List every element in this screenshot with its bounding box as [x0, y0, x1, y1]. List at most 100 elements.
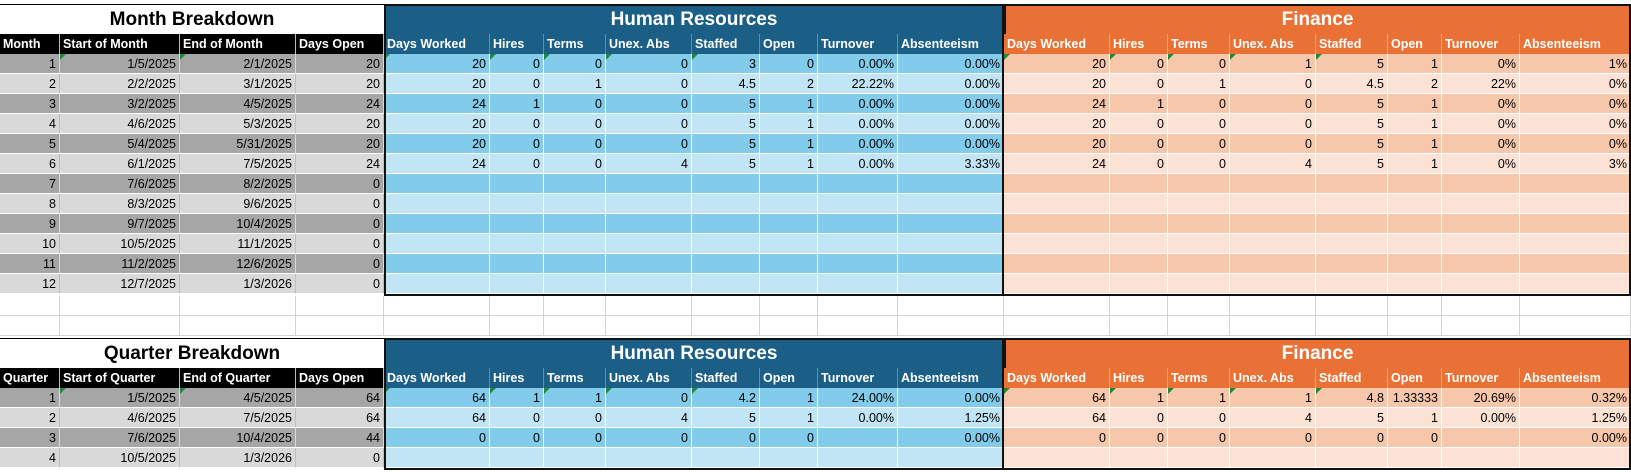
column-header[interactable]: Days Open	[296, 368, 384, 388]
hr-cell[interactable]: 1	[760, 154, 818, 174]
hr-cell[interactable]: 0	[606, 388, 692, 408]
hr-cell[interactable]: 2	[760, 74, 818, 94]
fin-cell[interactable]: 24	[1004, 94, 1110, 114]
fin-cell[interactable]: 0	[1110, 408, 1168, 428]
main-cell[interactable]: 24	[296, 94, 384, 114]
hr-cell[interactable]: 0	[606, 54, 692, 74]
main-cell[interactable]: 7/6/2025	[60, 174, 180, 194]
hr-cell[interactable]: 0.00%	[898, 94, 1004, 114]
fin-cell[interactable]	[1004, 254, 1110, 274]
fin-cell[interactable]	[1230, 214, 1316, 234]
fin-cell[interactable]	[1388, 234, 1442, 254]
hr-cell[interactable]	[606, 194, 692, 214]
fin-cell[interactable]	[1520, 448, 1631, 468]
main-cell[interactable]: 1	[0, 388, 60, 408]
hr-cell[interactable]: 5	[692, 134, 760, 154]
fin-cell[interactable]	[1442, 214, 1520, 234]
empty-cell[interactable]	[544, 316, 606, 336]
column-header[interactable]: Absenteeism	[898, 368, 1004, 388]
hr-cell[interactable]: 0	[606, 114, 692, 134]
empty-cell[interactable]	[1168, 316, 1230, 336]
empty-cell[interactable]	[1388, 296, 1442, 316]
hr-cell[interactable]: 0	[544, 94, 606, 114]
hr-cell[interactable]	[898, 214, 1004, 234]
empty-cell[interactable]	[1442, 296, 1520, 316]
empty-cell[interactable]	[384, 316, 490, 336]
hr-cell[interactable]: 1	[760, 94, 818, 114]
fin-cell[interactable]: 0	[1388, 428, 1442, 448]
hr-cell[interactable]: 0	[490, 54, 544, 74]
hr-cell[interactable]: 0	[490, 154, 544, 174]
fin-cell[interactable]	[1442, 274, 1520, 294]
fin-cell[interactable]	[1168, 214, 1230, 234]
fin-cell[interactable]: 0%	[1442, 154, 1520, 174]
hr-cell[interactable]: 1	[544, 388, 606, 408]
column-header[interactable]: Days Worked	[384, 368, 490, 388]
hr-cell[interactable]: 0	[490, 114, 544, 134]
column-header[interactable]: Days Worked	[1004, 368, 1110, 388]
column-header[interactable]: Turnover	[818, 368, 898, 388]
main-cell[interactable]: 20	[296, 114, 384, 134]
hr-cell[interactable]: 0	[490, 408, 544, 428]
column-header[interactable]: Terms	[1168, 34, 1230, 54]
hr-cell[interactable]	[490, 234, 544, 254]
hr-cell[interactable]	[490, 254, 544, 274]
fin-cell[interactable]	[1316, 274, 1388, 294]
fin-cell[interactable]	[1388, 448, 1442, 468]
column-header[interactable]: Terms	[1168, 368, 1230, 388]
empty-cell[interactable]	[1520, 296, 1631, 316]
main-cell[interactable]: 6	[0, 154, 60, 174]
main-cell[interactable]: 3	[0, 94, 60, 114]
fin-cell[interactable]: 0	[1110, 428, 1168, 448]
fin-cell[interactable]: 1	[1230, 388, 1316, 408]
fin-cell[interactable]: 0	[1230, 134, 1316, 154]
column-header[interactable]: Unex. Abs	[606, 368, 692, 388]
empty-cell[interactable]	[0, 296, 60, 316]
hr-cell[interactable]	[606, 254, 692, 274]
fin-cell[interactable]: 0	[1230, 94, 1316, 114]
main-cell[interactable]: 64	[296, 388, 384, 408]
main-cell[interactable]: 2	[0, 408, 60, 428]
main-cell[interactable]: 8/2/2025	[180, 174, 296, 194]
fin-cell[interactable]	[1388, 254, 1442, 274]
hr-cell[interactable]	[760, 254, 818, 274]
hr-cell[interactable]	[544, 274, 606, 294]
empty-cell[interactable]	[1110, 316, 1168, 336]
main-cell[interactable]: 0	[296, 254, 384, 274]
hr-cell[interactable]	[898, 174, 1004, 194]
main-cell[interactable]: 4/5/2025	[180, 94, 296, 114]
hr-cell[interactable]	[898, 234, 1004, 254]
hr-cell[interactable]: 0.00%	[818, 54, 898, 74]
main-cell[interactable]: 64	[296, 408, 384, 428]
fin-cell[interactable]	[1110, 174, 1168, 194]
empty-cell[interactable]	[1442, 316, 1520, 336]
empty-row[interactable]	[0, 296, 1631, 316]
hr-cell[interactable]: 5	[692, 154, 760, 174]
empty-cell[interactable]	[1004, 316, 1110, 336]
column-header[interactable]: Days Worked	[384, 34, 490, 54]
fin-cell[interactable]: 0	[1110, 114, 1168, 134]
fin-cell[interactable]: 0	[1168, 154, 1230, 174]
empty-cell[interactable]	[760, 296, 818, 316]
hr-cell[interactable]	[384, 254, 490, 274]
hr-cell[interactable]	[760, 174, 818, 194]
fin-cell[interactable]: 0%	[1520, 94, 1631, 114]
fin-cell[interactable]: 1.33333	[1388, 388, 1442, 408]
fin-cell[interactable]: 0%	[1442, 114, 1520, 134]
fin-cell[interactable]	[1316, 234, 1388, 254]
fin-cell[interactable]: 0	[1110, 74, 1168, 94]
hr-cell[interactable]	[606, 448, 692, 468]
fin-cell[interactable]: 1	[1168, 74, 1230, 94]
main-cell[interactable]: 5	[0, 134, 60, 154]
fin-cell[interactable]: 1.25%	[1520, 408, 1631, 428]
hr-cell[interactable]: 0	[760, 428, 818, 448]
fin-cell[interactable]	[1168, 274, 1230, 294]
fin-cell[interactable]: 0%	[1520, 74, 1631, 94]
hr-cell[interactable]: 1	[760, 388, 818, 408]
hr-cell[interactable]: 4	[606, 408, 692, 428]
main-cell[interactable]: 2/1/2025	[180, 54, 296, 74]
main-cell[interactable]: 4	[0, 114, 60, 134]
fin-cell[interactable]: 0	[1168, 134, 1230, 154]
fin-cell[interactable]	[1442, 448, 1520, 468]
fin-cell[interactable]: 0	[1168, 428, 1230, 448]
